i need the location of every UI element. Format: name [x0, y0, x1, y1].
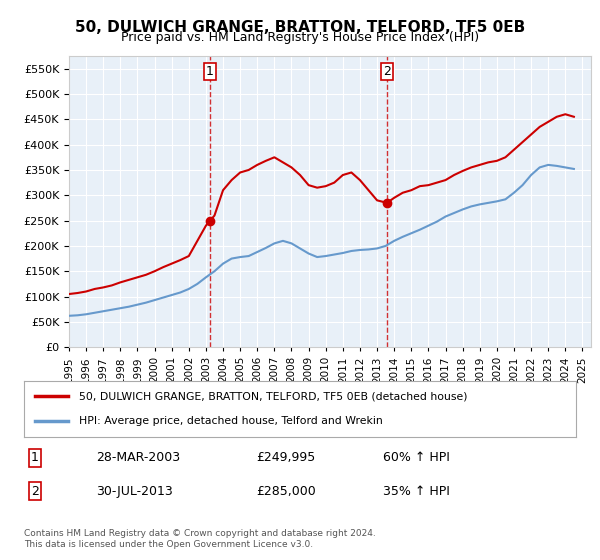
Text: 1: 1 — [31, 451, 39, 464]
Text: Price paid vs. HM Land Registry's House Price Index (HPI): Price paid vs. HM Land Registry's House … — [121, 31, 479, 44]
Text: 50, DULWICH GRANGE, BRATTON, TELFORD, TF5 0EB: 50, DULWICH GRANGE, BRATTON, TELFORD, TF… — [75, 20, 525, 35]
Text: 30-JUL-2013: 30-JUL-2013 — [96, 484, 173, 498]
Text: 50, DULWICH GRANGE, BRATTON, TELFORD, TF5 0EB (detached house): 50, DULWICH GRANGE, BRATTON, TELFORD, TF… — [79, 391, 468, 402]
Text: £285,000: £285,000 — [256, 484, 316, 498]
Text: 35% ↑ HPI: 35% ↑ HPI — [383, 484, 449, 498]
Text: 60% ↑ HPI: 60% ↑ HPI — [383, 451, 449, 464]
Text: Contains HM Land Registry data © Crown copyright and database right 2024.
This d: Contains HM Land Registry data © Crown c… — [24, 529, 376, 549]
Text: 2: 2 — [383, 65, 391, 78]
Text: 1: 1 — [206, 65, 214, 78]
Text: £249,995: £249,995 — [256, 451, 315, 464]
Text: 28-MAR-2003: 28-MAR-2003 — [96, 451, 180, 464]
Text: 2: 2 — [31, 484, 39, 498]
Text: HPI: Average price, detached house, Telford and Wrekin: HPI: Average price, detached house, Telf… — [79, 416, 383, 426]
